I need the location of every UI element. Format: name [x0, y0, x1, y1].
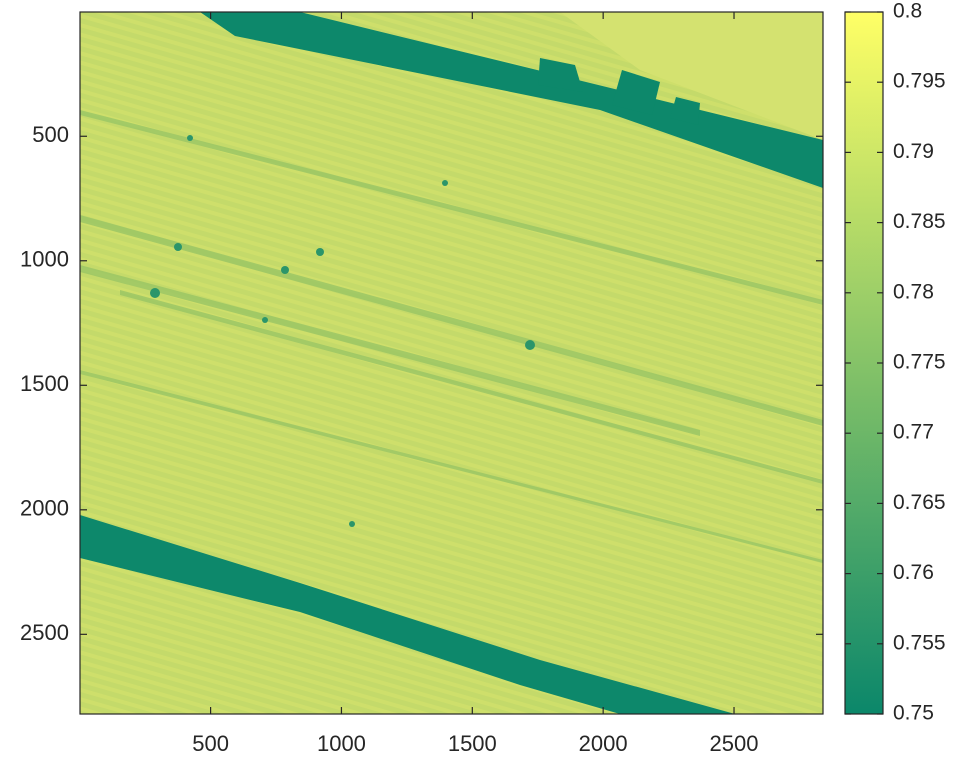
page: {"chart_data": {"type": "heatmap", "xlim…: [0, 0, 954, 757]
colorbar-tick-label: 0.755: [893, 631, 946, 654]
colorbar-tick-label: 0.79: [893, 140, 934, 163]
colorbar-tick-label: 0.76: [893, 561, 934, 584]
y-tick-label: 1500: [20, 371, 69, 396]
x-tick-label: 1000: [317, 731, 366, 756]
colorbar-tick-label: 0.8: [893, 0, 922, 23]
colorbar-tick-label: 0.785: [893, 210, 946, 233]
y-tick-label: 500: [32, 122, 69, 147]
chart: 500 1000 1500 2000 2500 500 1000 1500 2000 2500 0.…: [0, 0, 954, 757]
colorbar-tick-label: 0.765: [893, 491, 946, 514]
y-tick-label: 1000: [20, 247, 69, 272]
x-tick-label: 2500: [710, 731, 759, 756]
colorbar-tick-label: 0.775: [893, 351, 946, 374]
x-tick-label: 1500: [448, 731, 497, 756]
colorbar-tick-label: 0.77: [893, 421, 934, 444]
x-tick-label: 500: [192, 731, 229, 756]
y-tick-label: 2000: [20, 496, 69, 521]
colorbar-tick-label: 0.78: [893, 280, 934, 303]
x-tick-label: 2000: [579, 731, 628, 756]
colorbar-tick-label: 0.75: [893, 702, 934, 725]
colorbar-tick-label: 0.795: [893, 70, 946, 93]
heatmap-image: [80, 12, 823, 714]
y-tick-label: 2500: [20, 620, 69, 645]
